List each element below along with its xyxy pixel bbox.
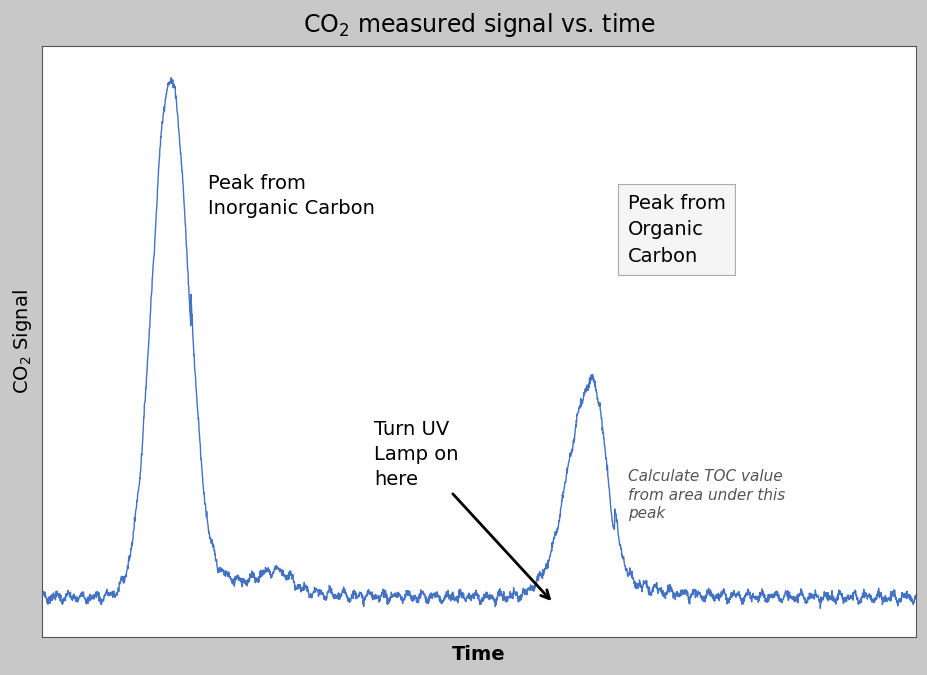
Text: Peak from
Inorganic Carbon: Peak from Inorganic Carbon	[209, 174, 375, 218]
Text: Peak from
Organic
Carbon: Peak from Organic Carbon	[628, 194, 726, 266]
Text: Turn UV
Lamp on
here: Turn UV Lamp on here	[375, 420, 550, 599]
X-axis label: Time: Time	[452, 645, 506, 664]
Y-axis label: CO$_2$ Signal: CO$_2$ Signal	[11, 289, 34, 394]
Text: Calculate TOC value
from area under this
peak: Calculate TOC value from area under this…	[628, 469, 785, 521]
Title: CO$_2$ measured signal vs. time: CO$_2$ measured signal vs. time	[303, 11, 655, 39]
